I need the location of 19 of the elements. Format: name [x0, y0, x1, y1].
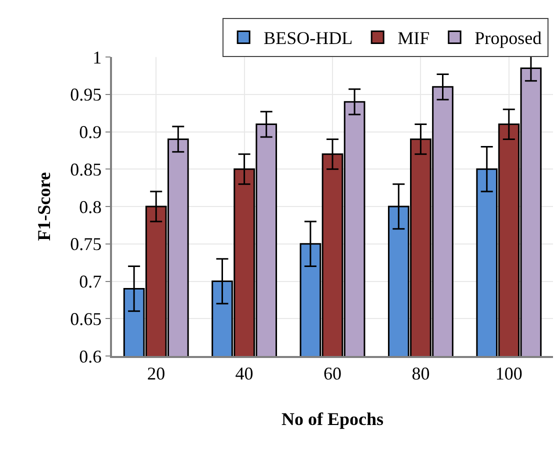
y-tick-label: 0.95 [70, 84, 102, 105]
legend-label: MIF [398, 28, 430, 48]
x-axis-title: No of Epochs [281, 408, 384, 429]
x-tick-label: 60 [324, 363, 342, 384]
y-tick-label: 0.75 [70, 234, 102, 254]
y-tick-label: 0.7 [79, 272, 102, 292]
y-tick-label: 0.85 [70, 159, 102, 180]
y-axis-title: F1-Score [34, 172, 54, 241]
y-tick-label: 0.6 [79, 346, 102, 366]
x-tick-label: 20 [147, 363, 166, 384]
y-tick-label: 1 [92, 47, 102, 68]
x-tick-label: 100 [495, 363, 522, 384]
y-tick-label: 0.9 [79, 122, 102, 142]
y-tick-label: 0.65 [70, 308, 102, 329]
y-tick-label: 0.8 [79, 196, 102, 217]
legend-label: Proposed [474, 28, 542, 48]
x-tick-label: 40 [235, 363, 254, 384]
legend-label: BESO-HDL [264, 28, 353, 48]
x-tick-label: 80 [412, 363, 430, 384]
